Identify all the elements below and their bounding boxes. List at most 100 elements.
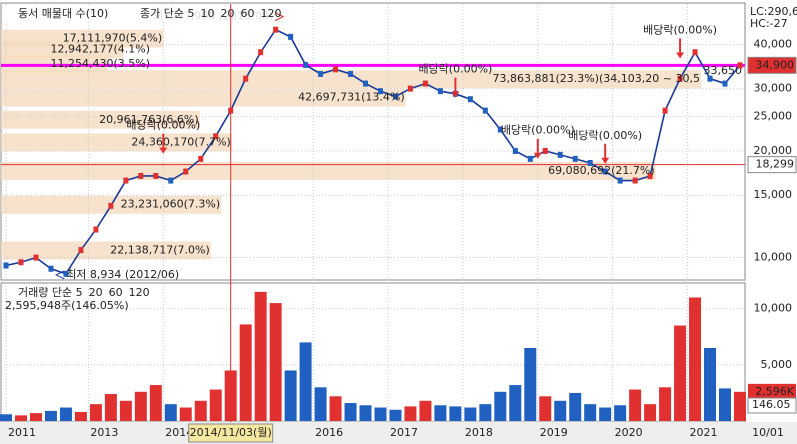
volume-bar — [0, 414, 13, 421]
volume-bar — [689, 297, 702, 421]
volume-bar — [59, 407, 72, 421]
corner-label: LC:290,6 — [750, 5, 797, 18]
crosshair-box — [188, 423, 274, 443]
event-label: 배당락(0.00%) — [501, 124, 575, 137]
volume-bar — [629, 389, 642, 421]
price-candle — [318, 70, 324, 77]
price-candle — [737, 62, 743, 69]
y-tick-label: 5,000 — [761, 358, 793, 371]
price-candle — [542, 147, 548, 154]
price-candle — [213, 133, 219, 140]
volume-bar — [29, 413, 42, 421]
volume-bar — [314, 387, 327, 421]
volume-bar — [584, 404, 597, 421]
event-arrow-head — [451, 91, 460, 98]
price-candle — [78, 247, 84, 254]
event-label: 배당락(0.00%) — [126, 119, 200, 132]
event-arrow-head — [159, 147, 168, 154]
price-box-label: 18,299 — [756, 158, 795, 171]
price-candle — [617, 177, 623, 184]
price-candle — [707, 75, 713, 82]
volume-bar — [44, 410, 57, 421]
volume-bar — [299, 342, 312, 421]
price-candle — [258, 49, 264, 56]
volume-bar — [494, 391, 507, 421]
volume-bar — [509, 385, 522, 421]
legend-entry: 60 — [240, 7, 254, 20]
volume-bar — [89, 404, 102, 421]
price-candle — [198, 155, 204, 162]
price-candle — [692, 49, 698, 56]
volume-profile-label: 73,863,881(23.3%)(34,103,20 ~ 30,5 — [493, 72, 701, 85]
price-candle — [377, 88, 383, 95]
y-tick-label: 25,000 — [754, 110, 793, 123]
price-candle — [288, 33, 294, 40]
volume-bar — [179, 407, 192, 421]
volume-bar — [149, 385, 162, 421]
volume-bar — [554, 400, 567, 421]
price-candle — [33, 254, 39, 261]
price-candle — [108, 202, 114, 209]
x-tick-label: 2019 — [540, 426, 568, 439]
volume-bar — [719, 388, 732, 421]
chart-title: 2,595,948주(146.05%) — [5, 299, 129, 312]
volume-bar — [269, 303, 282, 421]
price-candle — [647, 172, 653, 179]
price-candle — [497, 126, 503, 133]
volume-profile-label: 24,360,170(7.7%) — [131, 135, 231, 148]
legend-entry: 거래량 단순 5 — [18, 286, 83, 299]
volume-profile-bar — [1, 70, 701, 89]
price-candle — [93, 226, 99, 233]
x-tick-label: 2014 — [165, 426, 193, 439]
price-candle — [437, 88, 443, 95]
event-label: 배당락(0.00%) — [418, 63, 492, 76]
volume-bar — [464, 407, 477, 421]
price-candle — [527, 155, 533, 162]
price-candle — [467, 96, 473, 103]
volume-bar — [344, 403, 357, 421]
price-candle — [587, 159, 593, 166]
volume-bar — [194, 400, 207, 421]
event-arrow-head — [533, 152, 542, 159]
volume-profile-label: 20,961,763(6.6%) — [99, 113, 199, 126]
price-candle — [602, 168, 608, 175]
volume-bar — [374, 407, 387, 421]
volume-profile-bar — [1, 88, 406, 107]
price-candle — [273, 26, 279, 33]
price-candle — [243, 75, 249, 82]
volume-bar — [104, 394, 117, 421]
ratio-box — [747, 397, 797, 414]
ratio-label: 146.05 — [752, 398, 791, 411]
price-box — [747, 56, 797, 74]
volume-profile-bar — [1, 40, 124, 59]
volume-bar — [119, 400, 132, 421]
volume-bar — [644, 404, 657, 421]
price-candle — [153, 172, 159, 179]
price-candle — [557, 151, 563, 158]
y-tick-label: 30,000 — [754, 82, 793, 95]
x-tick-label: 2017 — [390, 426, 418, 439]
volume-bar — [404, 406, 417, 421]
volume-bar — [449, 406, 462, 421]
volume-bar — [479, 404, 492, 421]
volume-profile-label: 69,080,692(21.7%) — [548, 164, 655, 177]
legend-entry: 120 — [129, 286, 150, 299]
volume-bar — [659, 387, 672, 421]
price-candle — [138, 172, 144, 179]
price-box — [747, 156, 797, 174]
volume-bar — [209, 389, 222, 421]
volume-box-label: 2,596K — [755, 385, 794, 398]
volume-profile-label: 12,942,177(4.1%) — [50, 42, 150, 55]
volume-profile-bar — [1, 54, 108, 73]
volume-profile-label: 17,111,970(5.4%) — [63, 32, 163, 45]
price-candle — [632, 177, 638, 184]
volume-bar — [674, 325, 687, 421]
price-candle — [3, 262, 9, 269]
volume-profile-label: 22,138,717(7.0%) — [110, 244, 210, 257]
volume-bar — [733, 391, 746, 421]
volume-profile-bar — [1, 133, 232, 152]
volume-bar — [704, 348, 717, 421]
chart-title: 동서 매물대 수(10) — [18, 7, 108, 20]
event-arrow-head — [676, 52, 685, 59]
